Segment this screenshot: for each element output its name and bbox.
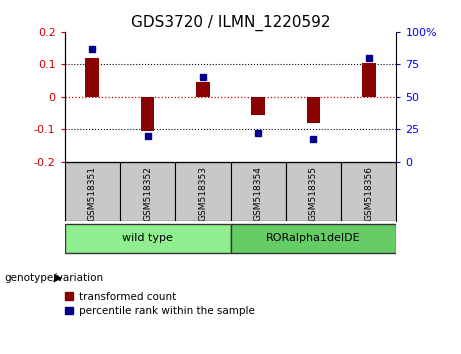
- Title: GDS3720 / ILMN_1220592: GDS3720 / ILMN_1220592: [131, 14, 330, 30]
- Legend: transformed count, percentile rank within the sample: transformed count, percentile rank withi…: [65, 292, 254, 316]
- Bar: [65, 224, 230, 253]
- Text: genotype/variation: genotype/variation: [5, 273, 104, 283]
- Bar: [286, 162, 341, 222]
- Text: GSM518354: GSM518354: [254, 166, 263, 221]
- Bar: [65, 162, 120, 222]
- Bar: [230, 224, 396, 253]
- Bar: [230, 162, 286, 222]
- Text: GSM518352: GSM518352: [143, 166, 152, 221]
- Bar: [196, 82, 210, 97]
- Bar: [251, 97, 265, 115]
- Text: GSM518351: GSM518351: [88, 166, 97, 221]
- Text: wild type: wild type: [122, 234, 173, 244]
- Bar: [85, 58, 99, 97]
- Bar: [307, 97, 320, 123]
- Text: GSM518353: GSM518353: [198, 166, 207, 221]
- Bar: [341, 162, 396, 222]
- Bar: [120, 162, 175, 222]
- Bar: [141, 97, 154, 131]
- Text: GSM518356: GSM518356: [364, 166, 373, 221]
- Text: ▶: ▶: [54, 273, 62, 283]
- Text: GSM518355: GSM518355: [309, 166, 318, 221]
- Bar: [175, 162, 230, 222]
- Bar: [362, 63, 376, 97]
- Text: RORalpha1delDE: RORalpha1delDE: [266, 234, 361, 244]
